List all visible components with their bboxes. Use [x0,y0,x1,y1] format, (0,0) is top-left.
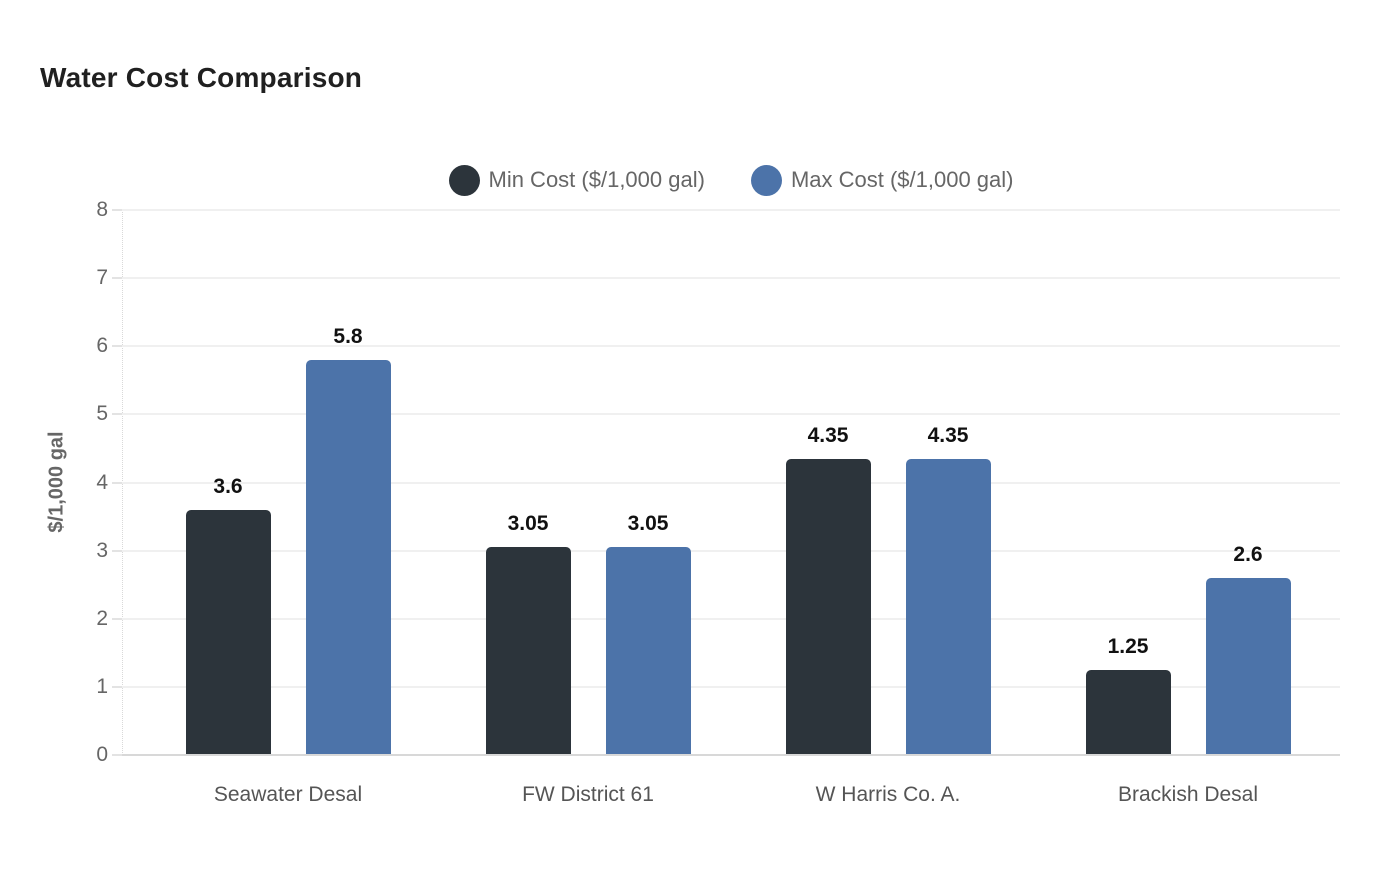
y-axis-tick-label: 4 [96,470,108,494]
y-axis-tick-label: 1 [96,674,108,698]
y-axis-tick-label: 2 [96,606,108,630]
y-tick-mark [112,209,122,211]
y-tick-mark [112,549,122,552]
y-axis-tick-label: 5 [96,402,108,426]
gridline [122,617,1340,620]
x-axis-category-label: FW District 61 [522,783,654,806]
y-tick-mark [112,754,122,756]
legend-label-max-cost: Max Cost ($/1,000 gal) [790,167,1014,192]
bar-min-cost-1[interactable] [485,547,571,755]
bar-max-cost-3[interactable] [1205,577,1291,755]
chart-title: Water Cost Comparison [40,62,363,93]
legend: Min Cost ($/1,000 gal) Max Cost ($/1,000… [122,158,1340,202]
y-axis-tick-label: 0 [96,743,108,766]
gridline [122,549,1340,552]
bar-value-label: 1.25 [1107,634,1149,658]
bar-value-label: 2.6 [1233,542,1263,566]
gridline [122,413,1340,416]
y-axis-tick-label: 3 [96,538,108,562]
bar-value-label: 4.35 [927,423,969,447]
y-axis-tick-label: 7 [96,266,108,290]
y-tick-mark [112,617,122,620]
gridline [122,481,1340,484]
bar-value-label: 3.6 [213,474,243,498]
gridline [122,209,1340,211]
legend-item-min-cost[interactable]: Min Cost ($/1,000 gal) [448,164,705,196]
y-axis-tick-label: 8 [96,198,108,221]
bar-min-cost-0[interactable] [185,509,271,755]
legend-label-min-cost: Min Cost ($/1,000 gal) [488,167,705,192]
bar-value-label: 3.05 [507,512,549,536]
bar-min-cost-2[interactable] [785,458,871,755]
x-axis-category-label: Seawater Desal [213,783,363,806]
bar-max-cost-2[interactable] [905,458,991,755]
y-tick-mark [112,413,122,416]
y-axis-tick-label: 6 [96,334,108,358]
bar-max-cost-1[interactable] [605,547,691,755]
gridline [122,345,1340,348]
gridline [122,277,1340,280]
y-tick-mark [112,345,122,348]
x-axis-category-label: Brackish Desal [1117,783,1259,806]
bar-value-label: 4.35 [807,423,849,447]
legend-swatch-min-cost-icon [448,164,480,196]
bar-value-label: 5.8 [333,324,363,348]
x-axis-baseline [122,754,1340,756]
y-tick-mark [112,481,122,484]
bar-max-cost-0[interactable] [305,359,391,755]
legend-swatch-max-cost-icon [750,164,782,196]
bar-min-cost-3[interactable] [1085,669,1171,755]
gridline [122,685,1340,688]
x-axis-category-label: W Harris Co. A. [815,783,961,806]
y-tick-mark [112,277,122,280]
y-tick-mark [112,685,122,688]
bar-value-label: 3.05 [627,512,669,536]
legend-item-max-cost[interactable]: Max Cost ($/1,000 gal) [750,164,1014,196]
